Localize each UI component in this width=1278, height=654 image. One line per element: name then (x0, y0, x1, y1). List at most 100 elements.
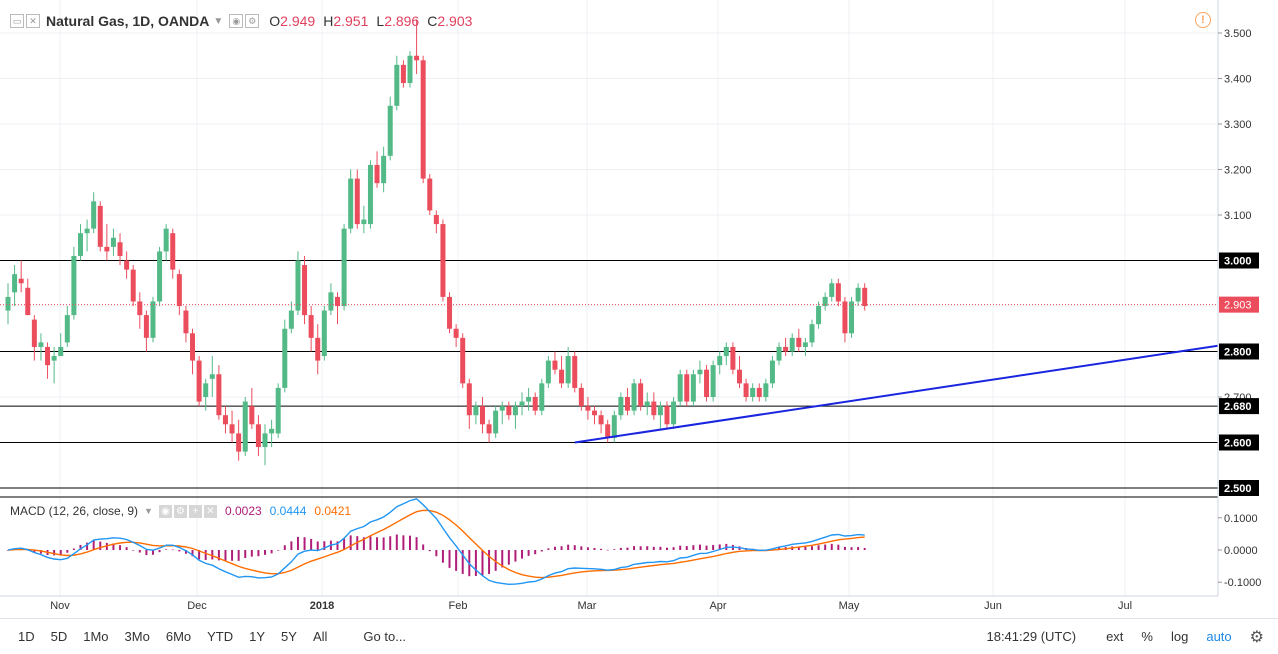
trendline[interactable] (574, 341, 1241, 444)
symbol-title[interactable]: Natural Gas, 1D, OANDA (46, 13, 210, 29)
macd-tick-label: 0.1000 (1224, 513, 1258, 525)
macd-histogram-bar (395, 534, 398, 550)
auto-toggle[interactable]: auto (1206, 629, 1232, 644)
candle-body (427, 178, 433, 211)
macd-histogram-bar (455, 550, 458, 571)
time-tick-label: Jul (1118, 600, 1132, 612)
macd-histogram-bar (857, 547, 860, 550)
candle-body (216, 374, 222, 416)
timeframe-1d[interactable]: 1D (18, 629, 35, 644)
candle-body (849, 301, 855, 334)
time-tick-label: Dec (187, 600, 207, 612)
log-toggle[interactable]: log (1170, 629, 1189, 644)
candle-body (723, 346, 729, 357)
time-tick-label: Jun (984, 600, 1002, 612)
candle-body (394, 64, 400, 106)
level-badge-label: 3.000 (1224, 256, 1252, 268)
toolbar-right: 18:41:29 (UTC) ext % log auto ⚙ (986, 619, 1278, 654)
low-label: L (376, 13, 385, 29)
timeframe-ytd[interactable]: YTD (207, 629, 234, 644)
candle-body (611, 415, 617, 438)
macd-histogram-bar (362, 537, 365, 550)
ext-toggle[interactable]: ext (1106, 629, 1124, 644)
macd-histogram-bar (692, 545, 695, 550)
candle-body (677, 374, 683, 402)
candle-body (657, 406, 663, 416)
open-value: 2.949 (280, 13, 316, 29)
candle-body (578, 387, 584, 407)
macd-histogram-bar (290, 541, 293, 550)
level-badge-label: 2.680 (1224, 401, 1252, 413)
eye-icon[interactable]: ◉ (229, 14, 244, 28)
macd-histogram-bar (646, 546, 649, 550)
chevron-down-icon[interactable]: ▼ (144, 506, 153, 516)
high-value: 2.951 (333, 13, 369, 29)
compare-icon[interactable]: ✕ (26, 14, 40, 28)
timeframe-6mo[interactable]: 6Mo (165, 629, 192, 644)
high-label: H (323, 13, 334, 29)
macd-histogram-bar (99, 541, 102, 550)
macd-histogram-bar (178, 550, 181, 552)
macd-histogram-bar (184, 550, 187, 554)
chevron-down-icon[interactable]: ▼ (213, 15, 224, 27)
candle-body (598, 415, 604, 425)
macd-title[interactable]: MACD (12, 26, close, 9) (10, 504, 139, 518)
time-tick-label: Mar (578, 600, 597, 612)
macd-histogram-bar (264, 550, 267, 555)
macd-histogram-bar (132, 550, 135, 551)
candle-body (222, 415, 228, 425)
settings-icon[interactable]: ⚙ (245, 14, 260, 28)
candle-body (638, 383, 644, 407)
level-badge (1219, 343, 1259, 360)
macd-histogram-bar (778, 547, 781, 550)
candle-body (420, 60, 426, 179)
settings-icon[interactable]: ⚙ (173, 504, 187, 518)
add-icon[interactable]: + (188, 504, 202, 518)
warning-icon[interactable]: ! (1195, 12, 1211, 28)
candle-body (190, 333, 196, 361)
candle-body (328, 292, 334, 311)
candle-body (453, 328, 459, 338)
percent-toggle[interactable]: % (1141, 629, 1153, 644)
macd-histogram-bar (534, 550, 537, 555)
candle-body (473, 406, 479, 416)
candle-body (117, 242, 123, 256)
macd-histogram-bar (606, 549, 609, 551)
goto-button[interactable]: Go to... (363, 629, 407, 644)
candle-body (651, 401, 657, 416)
macd-histogram-bar (204, 550, 207, 561)
candle-body (684, 374, 690, 402)
collapse-icon[interactable]: ▭ (10, 14, 24, 28)
macd-histogram-bar (501, 550, 504, 568)
close-icon[interactable]: ✕ (203, 504, 217, 518)
candle-body (374, 164, 380, 184)
macd-histogram-bar (593, 548, 596, 550)
macd-histogram-bar (843, 546, 846, 550)
last-price-badge (1219, 296, 1259, 313)
macd-histogram-bar (600, 548, 603, 550)
timeframe-1y[interactable]: 1Y (249, 629, 266, 644)
macd-histogram-bar (217, 550, 220, 561)
timeframe-5d[interactable]: 5D (50, 629, 68, 644)
candle-body (532, 397, 538, 411)
candle-body (45, 346, 51, 366)
gear-icon[interactable]: ⚙ (1249, 628, 1264, 646)
timeframe-3mo[interactable]: 3Mo (124, 629, 150, 644)
timeframe-5y[interactable]: 5Y (281, 629, 297, 644)
timeframe-all[interactable]: All (312, 629, 328, 644)
macd-histogram-bar (79, 544, 82, 550)
macd-histogram-bar (415, 537, 418, 550)
macd-histogram-bar (705, 545, 708, 550)
macd-histogram-bar (461, 550, 464, 574)
candle-body (717, 356, 723, 366)
candle-body (25, 287, 31, 316)
candle-body (769, 360, 775, 384)
chart-canvas[interactable]: 3.5003.4003.3003.2003.1002.7003.0002.800… (0, 0, 1278, 618)
candle-body (440, 224, 446, 297)
timeframe-1mo[interactable]: 1Mo (83, 629, 109, 644)
candle-body (150, 301, 156, 338)
macd-histogram-bar (527, 550, 530, 556)
eye-icon[interactable]: ◉ (158, 504, 172, 518)
candle-body (196, 360, 202, 402)
candle-body (236, 433, 242, 452)
